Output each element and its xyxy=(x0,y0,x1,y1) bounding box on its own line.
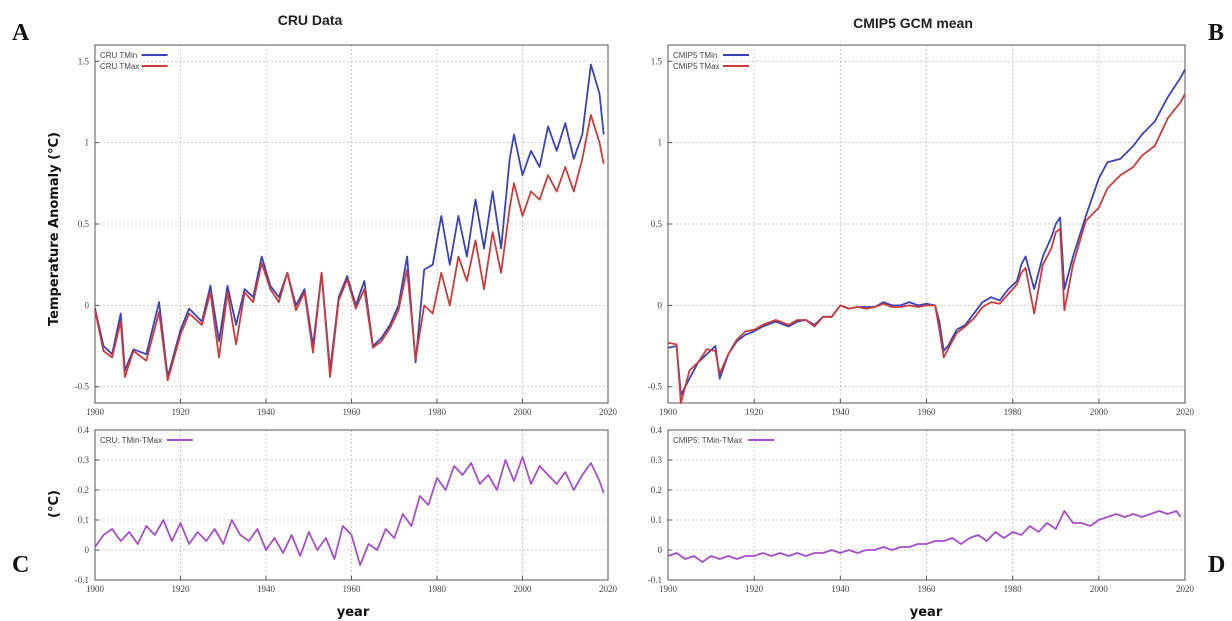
panel-d-xtick-2000: 2000 xyxy=(1090,584,1109,594)
panel-a-xtick-1900: 1900 xyxy=(86,407,105,417)
panel-c-ytick-1: 0 xyxy=(85,545,90,555)
panel-c-xlabel: year xyxy=(337,605,370,620)
panel-d-ytick-2: 0.1 xyxy=(651,515,662,525)
panel-a-xtick-2020: 2020 xyxy=(599,407,618,417)
panel-d-xtick-1900: 1900 xyxy=(659,584,678,594)
panel-b-title: CMIP5 GCM mean xyxy=(853,15,973,31)
panel-d-cmip5-difference: 1900 1920 1940 1960 1980 2000 2020 -0.1 0 0.1 0.2 0… xyxy=(648,425,1195,594)
panel-b-legend-label-1: CMIP5 TMax xyxy=(673,62,720,71)
panel-c-xtick-1900: 1900 xyxy=(86,584,105,594)
panel-a-legend-label-1: CRU TMax xyxy=(100,62,139,71)
panel-b-ytick-2: 0.5 xyxy=(651,219,663,229)
panel-b-ytick-1: 0 xyxy=(658,300,663,310)
panel-d-xtick-1960: 1960 xyxy=(918,584,937,594)
panel-c-ylabel: (°C) xyxy=(47,490,62,518)
panel-c-series-0-line xyxy=(94,456,605,566)
panel-a-xtick-1920: 1920 xyxy=(172,407,191,417)
panel-c-xtick-1980: 1980 xyxy=(428,584,447,594)
panel-c-frame xyxy=(94,429,609,581)
panel-a-ytick-2: 0.5 xyxy=(78,219,90,229)
panel-b-legend-label-0: CMIP5 TMin xyxy=(673,51,717,60)
panel-a-title: CRU Data xyxy=(278,12,343,28)
panel-d-ytick-0: -0.1 xyxy=(648,575,662,585)
panel-d-xtick-1980: 1980 xyxy=(1004,584,1023,594)
panel-d-xtick-1920: 1920 xyxy=(745,584,764,594)
panel-letter-b: B xyxy=(1208,20,1224,46)
panel-a-cru-data: 1900 1920 1940 1960 1980 2000 2020 -0.5 0 0.5 1 1.5… xyxy=(75,44,618,417)
panel-c-legend-label-0: CRU: TMin-TMax xyxy=(100,436,162,445)
panel-d-ytick-4: 0.3 xyxy=(651,455,663,465)
panel-b-xtick-1900: 1900 xyxy=(659,407,678,417)
panel-b-xtick-1980: 1980 xyxy=(1004,407,1023,417)
panel-c-ytick-0: -0.1 xyxy=(75,575,89,585)
panel-d-ytick-1: 0 xyxy=(658,545,663,555)
panel-a-ylabel: Temperature Anomaly (°C) xyxy=(47,132,62,326)
panel-a-legend-label-0: CRU TMin xyxy=(100,51,137,60)
panel-c-xtick-1940: 1940 xyxy=(257,584,276,594)
panel-letter-a: A xyxy=(12,20,30,46)
panel-letter-c: C xyxy=(12,552,29,578)
panel-b-ytick-0: -0.5 xyxy=(648,382,663,392)
panel-a-ytick-1: 0 xyxy=(85,300,90,310)
panel-c-ytick-4: 0.3 xyxy=(78,455,90,465)
panel-b-xtick-1920: 1920 xyxy=(745,407,764,417)
panel-d-ytick-3: 0.2 xyxy=(651,485,662,495)
panel-a-ytick-4: 1.5 xyxy=(78,56,90,66)
panel-c-ytick-2: 0.1 xyxy=(78,515,89,525)
panel-b-xtick-2000: 2000 xyxy=(1090,407,1109,417)
panel-d-legend-label-0: CMIP5: TMin-TMax xyxy=(673,436,742,445)
panel-c-xtick-2020: 2020 xyxy=(599,584,618,594)
panel-d-ytick-5: 0.4 xyxy=(651,425,663,435)
panel-d-xtick-2020: 2020 xyxy=(1176,584,1195,594)
panel-a-ytick-0: -0.5 xyxy=(75,382,90,392)
panel-c-cru-difference: 1900 1920 1940 1960 1980 2000 2020 -0.1 0 0.1 0.2 0… xyxy=(75,425,618,594)
panel-b-xtick-1960: 1960 xyxy=(918,407,937,417)
panel-c-xtick-1920: 1920 xyxy=(172,584,191,594)
panel-b-ytick-3: 1 xyxy=(658,138,663,148)
panel-a-series-1-line xyxy=(94,114,605,382)
panel-letter-d: D xyxy=(1208,552,1225,578)
panel-d-series-0-line xyxy=(667,510,1182,563)
panel-a-ytick-3: 1 xyxy=(85,138,90,148)
panel-c-xtick-2000: 2000 xyxy=(514,584,533,594)
panel-d-xlabel: year xyxy=(910,605,943,620)
panel-a-xtick-1980: 1980 xyxy=(428,407,447,417)
panel-b-ytick-4: 1.5 xyxy=(651,56,663,66)
panel-c-ytick-5: 0.4 xyxy=(78,425,90,435)
panel-a-xtick-1960: 1960 xyxy=(343,407,362,417)
panel-a-xtick-2000: 2000 xyxy=(514,407,533,417)
panel-b-xtick-2020: 2020 xyxy=(1176,407,1195,417)
panel-c-ytick-3: 0.2 xyxy=(78,485,89,495)
panel-b-cmip5-gcm-mean: 1900 1920 1940 1960 1980 2000 2020 -0.5 0 0.5 1 1.5… xyxy=(648,44,1195,417)
panel-c-xtick-1960: 1960 xyxy=(343,584,362,594)
panel-d-frame xyxy=(667,429,1186,581)
panel-d-xtick-1940: 1940 xyxy=(831,584,850,594)
panel-a-xtick-1940: 1940 xyxy=(257,407,276,417)
panel-a-series-0-line xyxy=(94,63,605,378)
panel-b-series-1-line xyxy=(667,93,1186,404)
panel-b-xtick-1940: 1940 xyxy=(831,407,850,417)
